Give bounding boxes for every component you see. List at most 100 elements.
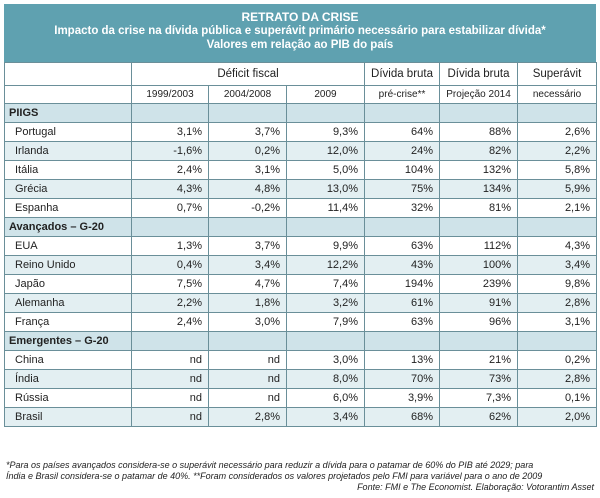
country-name: França — [4, 312, 132, 332]
value-cell: nd — [131, 350, 209, 370]
value-cell: 3,7% — [208, 236, 287, 256]
table-subtitle: Impacto da crise na dívida pública e sup… — [54, 25, 546, 37]
header-row: Déficit fiscal Dívida bruta Dívida bruta… — [4, 62, 598, 86]
table-subtitle-note: Valores em relação ao PIB do país — [206, 39, 394, 51]
value-cell: 13,0% — [285, 179, 366, 199]
subheader-cell: necessário — [517, 85, 598, 104]
table-row: França 2,4% 3,0% 7,9% 63% 96% 3,1% — [4, 312, 598, 332]
table-row: Rússia nd nd 6,0% 3,9% 7,3% 0,1% — [4, 388, 598, 408]
value-cell: 2,8% — [517, 369, 598, 389]
source-note: Fonte: FMI e The Economist. Elaboração: … — [357, 482, 594, 492]
country-name: Portugal — [4, 122, 132, 142]
value-cell: 134% — [439, 179, 519, 199]
value-cell: nd — [131, 407, 209, 427]
table-row: Espanha 0,7% -0,2% 11,4% 32% 81% 2,1% — [4, 198, 598, 218]
value-cell: 1,8% — [208, 293, 287, 313]
value-cell: 5,0% — [285, 160, 366, 180]
value-cell: nd — [208, 369, 287, 389]
table-row: EUA 1,3% 3,7% 9,9% 63% 112% 4,3% — [4, 236, 598, 256]
deficit-header: Déficit fiscal — [130, 62, 366, 86]
value-cell: 32% — [364, 198, 441, 218]
value-cell: 0,2% — [517, 350, 598, 370]
table-row: Portugal 3,1% 3,7% 9,3% 64% 88% 2,6% — [4, 122, 598, 142]
value-cell: 5,8% — [517, 160, 598, 180]
group-label: Emergentes – G-20 — [4, 331, 132, 351]
value-cell: 3,9% — [364, 388, 441, 408]
footnote-line: Índia e Brasil considera-se o patamar de… — [6, 471, 543, 481]
value-cell: 4,3% — [517, 236, 598, 256]
value-cell: 2,4% — [131, 160, 209, 180]
country-name: Grécia — [4, 179, 132, 199]
footnote: *Para os países avançados considera-se o… — [6, 460, 594, 493]
value-cell: 2,6% — [517, 122, 598, 142]
country-name: Japão — [4, 274, 132, 294]
value-cell: nd — [131, 369, 209, 389]
value-cell: 62% — [439, 407, 519, 427]
value-cell: 6,0% — [285, 388, 366, 408]
value-cell: 9,9% — [285, 236, 366, 256]
country-name: Rússia — [4, 388, 132, 408]
value-cell: 5,9% — [517, 179, 598, 199]
value-cell: 9,3% — [285, 122, 366, 142]
value-cell: 3,2% — [285, 293, 366, 313]
value-cell: 2,8% — [517, 293, 598, 313]
country-name: Reino Unido — [4, 255, 132, 275]
value-cell: 2,0% — [517, 407, 598, 427]
group-row: Emergentes – G-20 — [4, 331, 598, 351]
value-cell: 3,7% — [208, 122, 287, 142]
value-cell: 7,9% — [285, 312, 366, 332]
value-cell: 3,1% — [517, 312, 598, 332]
country-name: Brasil — [4, 407, 132, 427]
country-name: Espanha — [4, 198, 132, 218]
data-table: Déficit fiscal Dívida bruta Dívida bruta… — [4, 62, 598, 427]
table-row: Alemanha 2,2% 1,8% 3,2% 61% 91% 2,8% — [4, 293, 598, 313]
value-cell: 3,4% — [285, 407, 366, 427]
value-cell: 7,4% — [285, 274, 366, 294]
value-cell: 81% — [439, 198, 519, 218]
subheader-cell: Projeção 2014 — [439, 85, 519, 104]
value-cell: 2,2% — [131, 293, 209, 313]
divida-bruta-header: Dívida bruta — [364, 62, 441, 86]
value-cell: 82% — [439, 141, 519, 161]
table-row: Brasil nd 2,8% 3,4% 68% 62% 2,0% — [4, 407, 598, 427]
value-cell: 68% — [364, 407, 441, 427]
value-cell: 132% — [439, 160, 519, 180]
value-cell: 0,1% — [517, 388, 598, 408]
value-cell: 3,1% — [131, 122, 209, 142]
value-cell: 4,8% — [208, 179, 287, 199]
value-cell: 194% — [364, 274, 441, 294]
group-row: Avançados – G-20 — [4, 217, 598, 237]
subheader-row: 1999/2003 2004/2008 2009 pré-crise** Pro… — [4, 85, 598, 104]
value-cell: 75% — [364, 179, 441, 199]
value-cell: 2,4% — [131, 312, 209, 332]
table-frame: RETRATO DA CRISE Impacto da crise na dív… — [4, 4, 598, 494]
group-row: PIIGS — [4, 103, 598, 123]
value-cell: 100% — [439, 255, 519, 275]
country-name: Alemanha — [4, 293, 132, 313]
value-cell: 73% — [439, 369, 519, 389]
value-cell: 2,2% — [517, 141, 598, 161]
value-cell: 11,4% — [285, 198, 366, 218]
value-cell: 21% — [439, 350, 519, 370]
country-name: China — [4, 350, 132, 370]
table-row: Japão 7,5% 4,7% 7,4% 194% 239% 9,8% — [4, 274, 598, 294]
country-name: Irlanda — [4, 141, 132, 161]
table-header: RETRATO DA CRISE Impacto da crise na dív… — [4, 4, 596, 62]
table-row: China nd nd 3,0% 13% 21% 0,2% — [4, 350, 598, 370]
group-label: PIIGS — [4, 103, 132, 123]
value-cell: 0,2% — [208, 141, 287, 161]
table-row: Itália 2,4% 3,1% 5,0% 104% 132% 5,8% — [4, 160, 598, 180]
value-cell: 3,0% — [285, 350, 366, 370]
country-name: EUA — [4, 236, 132, 256]
value-cell: 13% — [364, 350, 441, 370]
value-cell: 63% — [364, 236, 441, 256]
value-cell: 63% — [364, 312, 441, 332]
value-cell: 24% — [364, 141, 441, 161]
value-cell: 3,1% — [208, 160, 287, 180]
value-cell: 239% — [439, 274, 519, 294]
divida-bruta-projection-header: Dívida bruta — [439, 62, 519, 86]
value-cell: 2,1% — [517, 198, 598, 218]
country-name: Itália — [4, 160, 132, 180]
value-cell: 7,3% — [439, 388, 519, 408]
value-cell: 61% — [364, 293, 441, 313]
